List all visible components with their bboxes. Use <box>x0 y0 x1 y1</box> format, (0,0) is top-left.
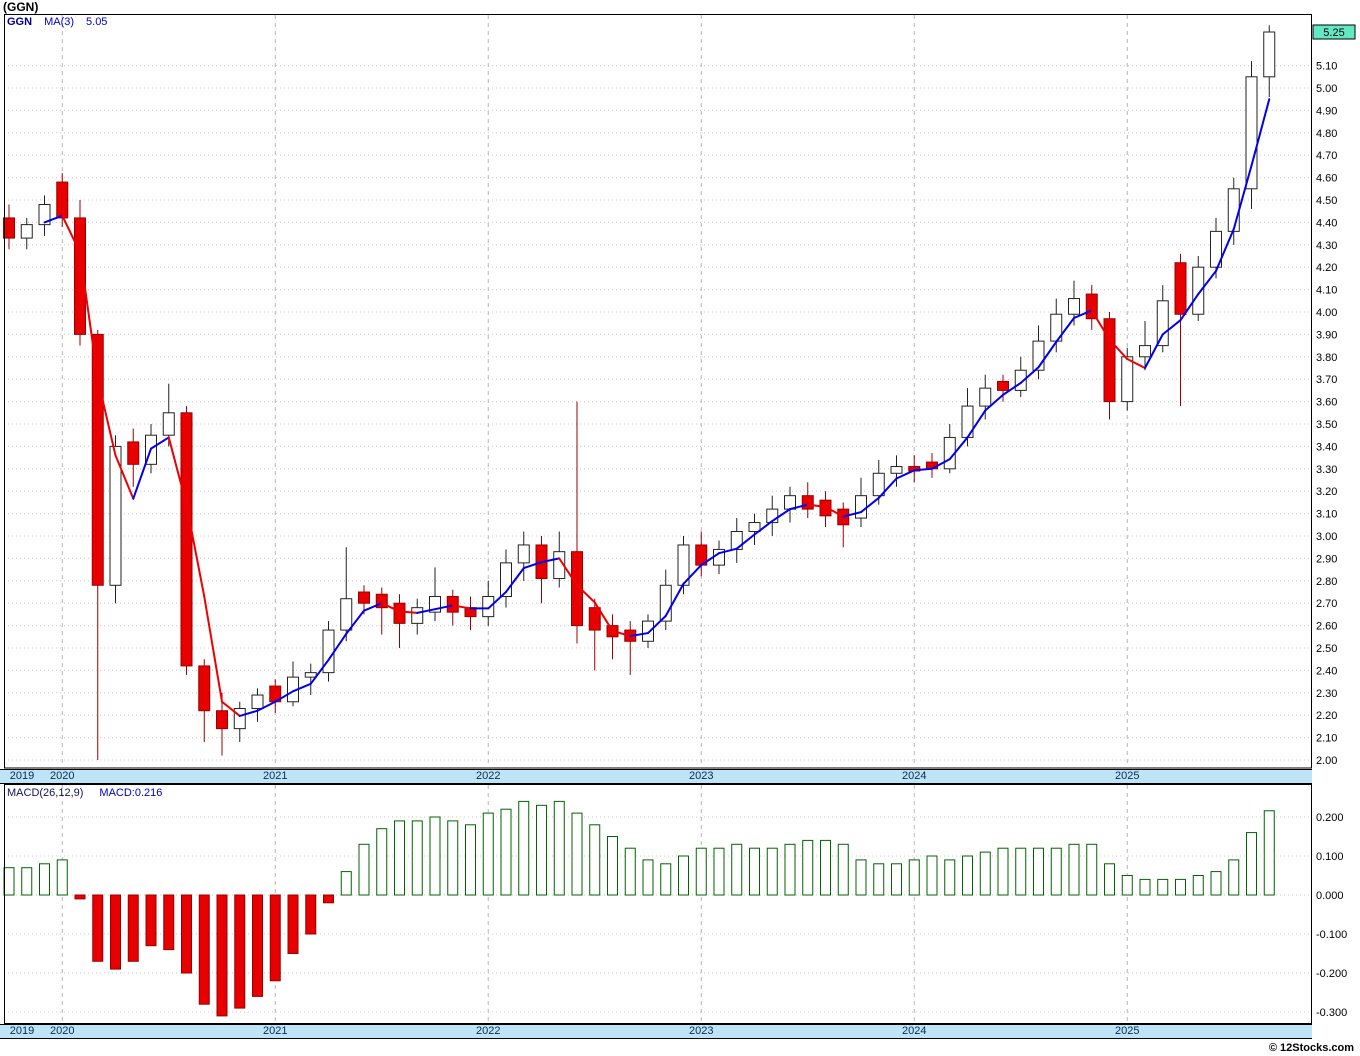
price-chart-legend: GGN MA(3) 5.05 <box>7 16 107 28</box>
ma-value-label: 5.05 <box>86 16 108 28</box>
year-label-2019: 2019 <box>9 770 35 782</box>
year-label-2022: 2022 <box>476 1025 501 1037</box>
svg-text:4.70: 4.70 <box>1316 150 1337 162</box>
svg-text:2.50: 2.50 <box>1316 643 1337 655</box>
svg-text:4.20: 4.20 <box>1316 262 1337 274</box>
svg-text:4.30: 4.30 <box>1316 240 1337 252</box>
year-label-2020: 2020 <box>50 1025 75 1037</box>
svg-text:3.90: 3.90 <box>1316 329 1337 341</box>
svg-text:3.50: 3.50 <box>1316 419 1337 431</box>
svg-text:2.40: 2.40 <box>1316 665 1337 677</box>
svg-text:4.00: 4.00 <box>1316 307 1337 319</box>
svg-text:4.90: 4.90 <box>1316 105 1337 117</box>
svg-text:-0.200: -0.200 <box>1316 968 1347 980</box>
year-label-2021: 2021 <box>263 770 288 782</box>
svg-text:3.00: 3.00 <box>1316 531 1337 543</box>
year-label-2023: 2023 <box>689 1025 714 1037</box>
svg-text:5.10: 5.10 <box>1316 61 1337 73</box>
svg-text:-0.300: -0.300 <box>1316 1007 1347 1019</box>
symbol-label: GGN <box>7 16 33 28</box>
footer-bar: © 12Stocks.com <box>0 1039 1360 1056</box>
svg-text:2.00: 2.00 <box>1316 755 1337 767</box>
ma-indicator-label: MA(3) <box>44 16 75 28</box>
price-x-axis-strip: 2019 2020 2021 2022 2023 2024 2025 <box>0 769 1312 784</box>
svg-text:4.10: 4.10 <box>1316 285 1337 297</box>
macd-indicator-label: MACD(26,12,9) <box>7 787 84 799</box>
svg-text:3.80: 3.80 <box>1316 352 1337 364</box>
svg-text:3.40: 3.40 <box>1316 441 1337 453</box>
page-title: (GGN) <box>3 0 39 14</box>
year-label-2024: 2024 <box>902 1025 927 1037</box>
year-label-2023: 2023 <box>689 770 714 782</box>
year-label-2019: 2019 <box>9 1025 35 1037</box>
macd-value-label: MACD:0.216 <box>99 787 163 799</box>
svg-text:4.60: 4.60 <box>1316 173 1337 185</box>
svg-text:0.000: 0.000 <box>1316 890 1344 902</box>
year-label-2020: 2020 <box>50 770 75 782</box>
svg-text:2.70: 2.70 <box>1316 598 1337 610</box>
svg-text:0.200: 0.200 <box>1316 812 1344 824</box>
svg-text:2.60: 2.60 <box>1316 621 1337 633</box>
svg-text:4.50: 4.50 <box>1316 195 1337 207</box>
svg-text:3.10: 3.10 <box>1316 509 1337 521</box>
svg-text:4.40: 4.40 <box>1316 217 1337 229</box>
svg-text:5.25: 5.25 <box>1323 27 1344 39</box>
svg-text:2.20: 2.20 <box>1316 710 1337 722</box>
svg-text:5.00: 5.00 <box>1316 83 1337 95</box>
year-label-2022: 2022 <box>476 770 501 782</box>
svg-text:3.20: 3.20 <box>1316 486 1337 498</box>
macd-histogram-chart: 0.200 0.100 0.000 -0.100 -0.200 -0.300 <box>3 784 1347 1024</box>
svg-text:2.80: 2.80 <box>1316 576 1337 588</box>
svg-text:3.70: 3.70 <box>1316 374 1337 386</box>
macd-legend: MACD(26,12,9) MACD:0.216 <box>7 787 162 799</box>
year-label-2024: 2024 <box>902 770 927 782</box>
year-label-2025: 2025 <box>1115 1025 1140 1037</box>
year-label-2025: 2025 <box>1115 770 1140 782</box>
svg-text:0.100: 0.100 <box>1316 851 1344 863</box>
site-credit: © 12Stocks.com <box>1268 1042 1354 1054</box>
macd-x-axis-strip: 2019 2020 2021 2022 2023 2024 2025 <box>0 1024 1312 1039</box>
svg-text:4.80: 4.80 <box>1316 128 1337 140</box>
svg-text:3.60: 3.60 <box>1316 397 1337 409</box>
year-label-2021: 2021 <box>263 1025 288 1037</box>
svg-text:2.10: 2.10 <box>1316 733 1337 745</box>
svg-text:3.30: 3.30 <box>1316 464 1337 476</box>
svg-text:2.90: 2.90 <box>1316 553 1337 565</box>
svg-text:2.30: 2.30 <box>1316 688 1337 700</box>
svg-text:-0.100: -0.100 <box>1316 929 1347 941</box>
price-candlestick-chart: 5.10 5.00 4.90 4.80 4.70 4.60 4.50 4.40 4.30 4.20… <box>3 14 1356 769</box>
